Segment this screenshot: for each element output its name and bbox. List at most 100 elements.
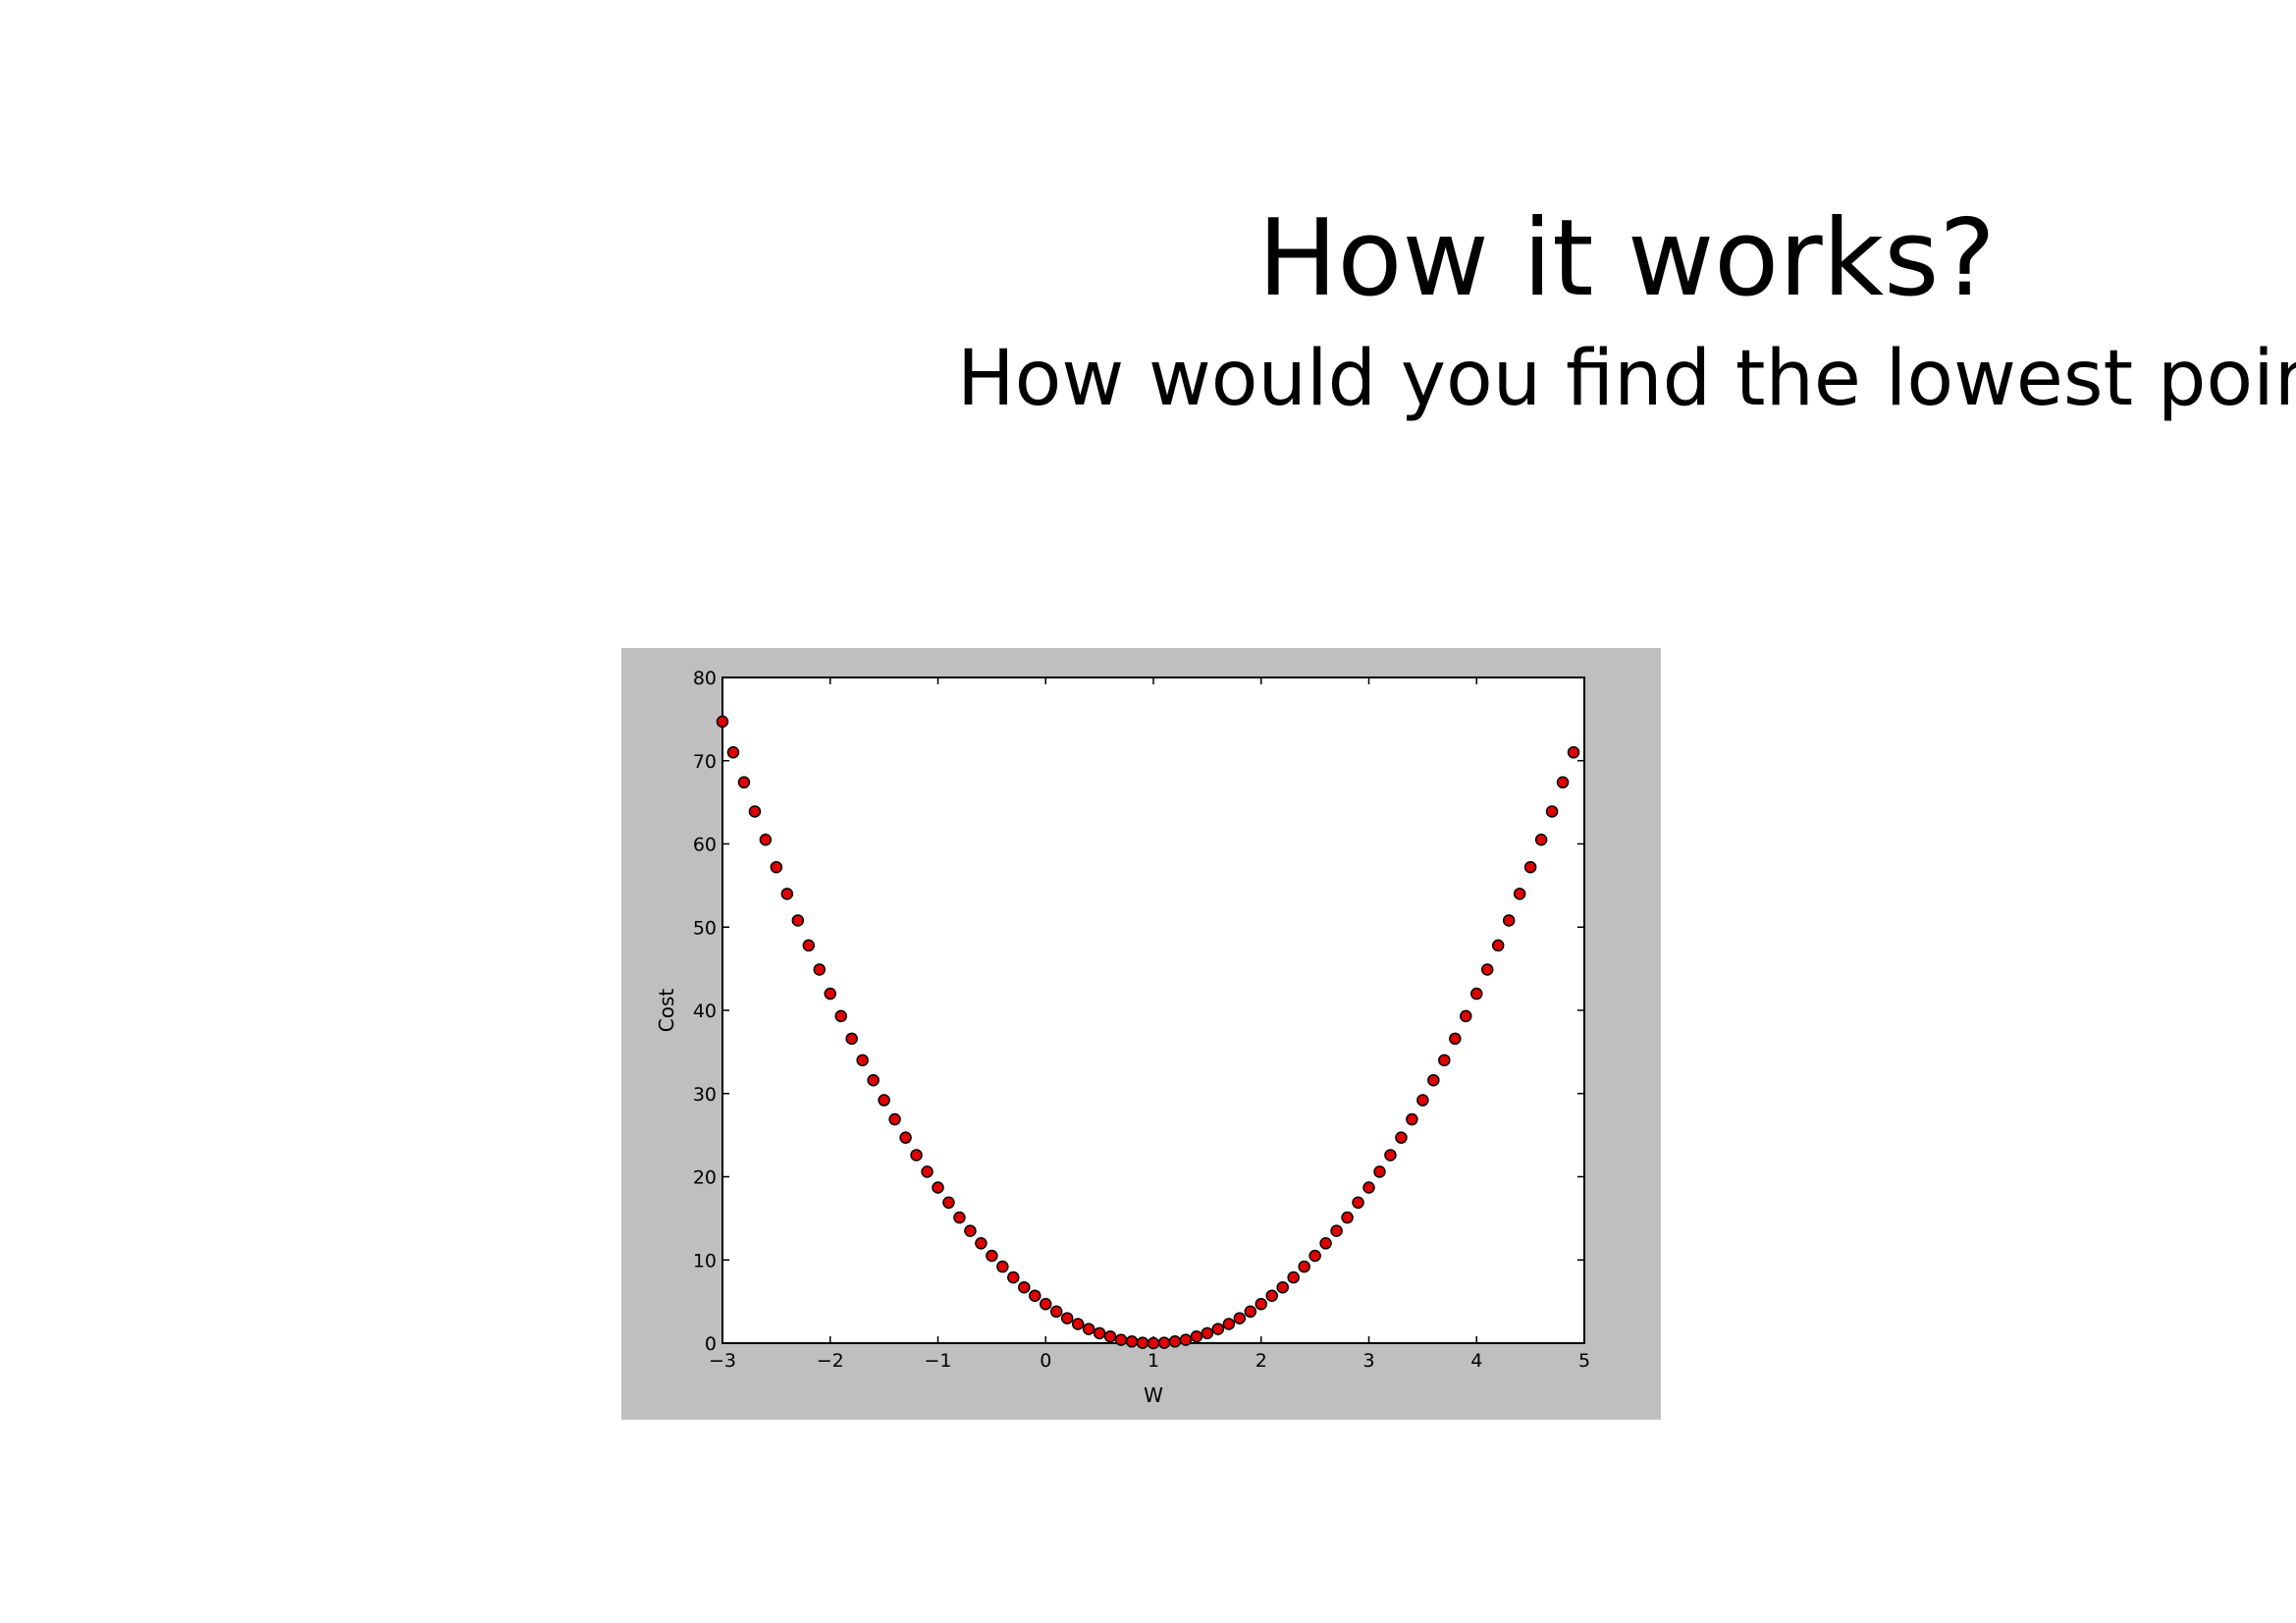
data-point [1502, 914, 1516, 927]
y-tick-label: 0 [705, 1333, 717, 1355]
data-point [1330, 1224, 1343, 1237]
data-point [1147, 1336, 1160, 1350]
data-point [867, 1073, 880, 1087]
data-point [910, 1149, 923, 1162]
data-point [802, 939, 816, 952]
data-point [824, 987, 836, 1001]
plot-area [721, 676, 1585, 1344]
data-point [1523, 860, 1537, 874]
data-point [1093, 1326, 1106, 1340]
data-point [737, 776, 751, 789]
slide-title: How it works? [1257, 197, 1996, 320]
x-tick-label: 1 [1148, 1350, 1159, 1372]
data-point [1265, 1289, 1278, 1302]
data-point [1168, 1335, 1182, 1348]
data-point [1470, 987, 1483, 1001]
data-point [921, 1165, 934, 1178]
data-point [845, 1032, 858, 1046]
data-point [791, 914, 805, 927]
data-point [1406, 1112, 1418, 1126]
data-point [899, 1131, 912, 1144]
x-tick-label: −3 [709, 1350, 736, 1372]
data-point [1114, 1333, 1128, 1346]
data-point [1233, 1312, 1247, 1325]
x-tick-label: 4 [1470, 1350, 1482, 1372]
x-tick-label: 2 [1255, 1350, 1267, 1372]
data-point [726, 746, 740, 759]
data-point [888, 1112, 901, 1126]
data-point [1545, 805, 1559, 818]
data-point [780, 888, 794, 900]
data-point [1125, 1335, 1139, 1348]
y-tick-label: 50 [693, 917, 717, 939]
data-point [834, 1009, 847, 1023]
data-point [1308, 1249, 1321, 1263]
data-point [1211, 1323, 1225, 1335]
data-point [1384, 1149, 1397, 1162]
data-point [813, 963, 827, 976]
data-point [1287, 1271, 1300, 1284]
data-point [1029, 1289, 1041, 1302]
data-point [1352, 1196, 1364, 1210]
data-point [1276, 1280, 1289, 1294]
data-point [856, 1054, 869, 1067]
data-point [1222, 1318, 1236, 1330]
data-point [1362, 1181, 1375, 1194]
data-point [1190, 1329, 1203, 1343]
data-point [1071, 1318, 1085, 1330]
data-point [1373, 1165, 1386, 1178]
data-point [1427, 1073, 1440, 1087]
y-tick-label: 80 [693, 668, 717, 689]
data-point [1179, 1333, 1193, 1346]
data-point [748, 805, 762, 818]
data-point [878, 1094, 890, 1107]
y-tick-label: 10 [693, 1250, 717, 1271]
data-point [1040, 1297, 1052, 1311]
x-tick-label: 5 [1578, 1350, 1590, 1372]
data-point [953, 1211, 966, 1224]
data-point [759, 834, 773, 846]
slide-subtitle: How would you find the lowest point? [957, 335, 2296, 423]
y-tick-label: 40 [693, 1001, 717, 1022]
data-point [1341, 1211, 1354, 1224]
data-point [1157, 1336, 1171, 1349]
data-point [716, 715, 729, 729]
data-point [1136, 1336, 1149, 1349]
data-point [1244, 1305, 1257, 1319]
data-point [1082, 1323, 1095, 1335]
data-point [1319, 1237, 1332, 1250]
data-point [1460, 1009, 1472, 1023]
data-point [1255, 1297, 1267, 1311]
y-axis-label: Cost [655, 989, 678, 1033]
data-point [964, 1224, 977, 1237]
x-axis-label: W [1144, 1383, 1163, 1407]
x-tick-label: 0 [1040, 1350, 1051, 1372]
data-point [1567, 746, 1580, 759]
data-point [1480, 963, 1494, 976]
y-tick-label: 70 [693, 751, 717, 773]
data-point [1018, 1280, 1031, 1294]
y-tick-label: 60 [693, 835, 717, 856]
data-point [1491, 939, 1505, 952]
data-point [1534, 834, 1548, 846]
data-point [996, 1260, 1009, 1273]
data-point [1416, 1094, 1429, 1107]
data-point [1513, 888, 1526, 900]
data-point [1298, 1260, 1310, 1273]
x-tick-label: −1 [924, 1350, 951, 1372]
data-point [1060, 1312, 1074, 1325]
data-point [942, 1196, 955, 1210]
data-point [986, 1249, 998, 1263]
data-point [932, 1181, 944, 1194]
y-tick-label: 20 [693, 1167, 717, 1189]
data-point [1449, 1032, 1462, 1046]
x-tick-label: 3 [1362, 1350, 1374, 1372]
x-tick-label: −2 [817, 1350, 844, 1372]
data-point [770, 860, 783, 874]
data-point [1007, 1271, 1020, 1284]
data-point [975, 1237, 988, 1250]
data-point [1201, 1326, 1214, 1340]
data-point [1049, 1305, 1063, 1319]
data-point [1438, 1054, 1451, 1067]
